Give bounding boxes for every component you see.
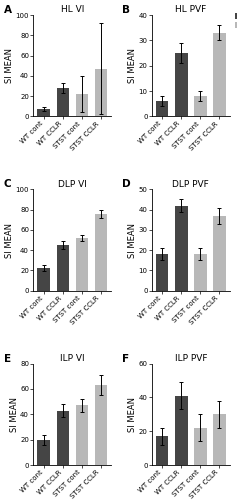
Bar — [175, 53, 187, 116]
Title: DLP PVF: DLP PVF — [173, 180, 209, 188]
Bar — [76, 406, 88, 465]
Bar — [56, 245, 69, 290]
Bar — [37, 440, 50, 465]
Title: HL VI: HL VI — [60, 5, 84, 14]
Bar — [95, 214, 107, 290]
Text: C: C — [4, 179, 11, 189]
Bar — [156, 101, 169, 116]
Bar — [95, 68, 107, 116]
Bar — [194, 254, 207, 290]
Title: ILP PVF: ILP PVF — [175, 354, 207, 363]
Bar — [194, 96, 207, 116]
Bar — [76, 238, 88, 290]
Title: DLP VI: DLP VI — [58, 180, 87, 188]
Bar — [156, 436, 169, 465]
Bar — [95, 385, 107, 465]
Text: E: E — [4, 354, 11, 364]
Bar — [56, 88, 69, 117]
Bar — [213, 414, 226, 465]
Y-axis label: SI MEAN: SI MEAN — [5, 48, 14, 83]
Bar — [213, 32, 226, 116]
Text: F: F — [122, 354, 129, 364]
Y-axis label: SI MEAN: SI MEAN — [128, 222, 137, 258]
Bar — [194, 428, 207, 465]
Bar — [37, 268, 50, 290]
Y-axis label: SI MEAN: SI MEAN — [10, 397, 19, 432]
Bar — [56, 410, 69, 465]
Bar — [156, 254, 169, 290]
Y-axis label: SI MEAN: SI MEAN — [128, 397, 137, 432]
Text: D: D — [122, 179, 131, 189]
Bar — [76, 94, 88, 116]
Title: ILP VI: ILP VI — [60, 354, 85, 363]
Bar — [213, 216, 226, 290]
Y-axis label: SI MEAN: SI MEAN — [128, 48, 137, 83]
Bar — [175, 206, 187, 290]
Y-axis label: SI MEAN: SI MEAN — [5, 222, 14, 258]
Text: B: B — [122, 5, 130, 15]
Title: HL PVF: HL PVF — [175, 5, 206, 14]
Bar — [175, 396, 187, 465]
Text: A: A — [4, 5, 12, 15]
Bar — [37, 110, 50, 116]
Legend: WT, STST: WT, STST — [235, 14, 237, 28]
